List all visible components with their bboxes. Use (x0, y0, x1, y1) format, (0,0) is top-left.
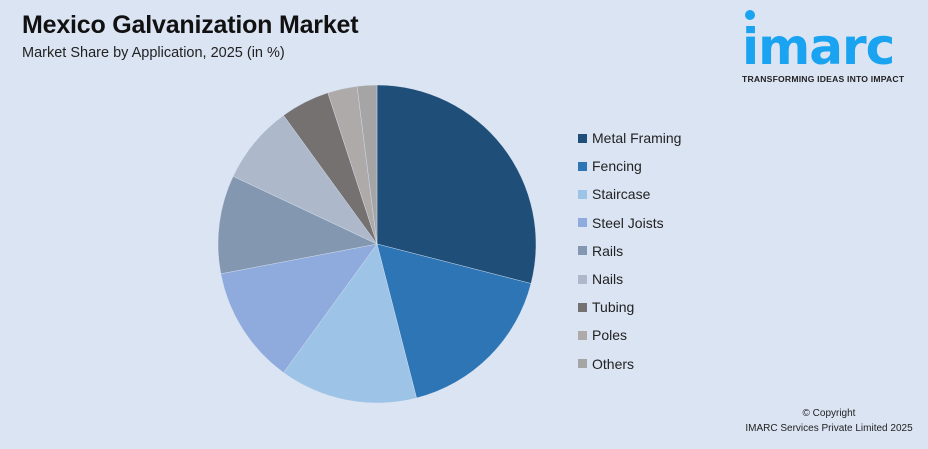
legend-label: Tubing (592, 299, 635, 316)
pie-slice-staircase (283, 243, 417, 403)
company-line: IMARC Services Private Limited 2025 (745, 423, 913, 434)
legend-item-tubing: Tubing (578, 293, 681, 321)
pie-slice-fencing (376, 243, 532, 399)
legend-label: Others (592, 355, 635, 372)
legend-label: Metal Framing (592, 130, 682, 147)
legend-swatch-icon (578, 302, 587, 312)
legend-item-fencing: Fencing (578, 152, 681, 180)
chart-legend: Metal Framing Fencing Staircase Steel Joist… (578, 124, 681, 378)
logo-tagline: TRANSFORMING IDEAS INTO IMPACT (742, 74, 905, 84)
legend-item-nails: Nails (578, 265, 681, 293)
legend-swatch-icon (578, 218, 587, 228)
pie-slice-rails (218, 176, 378, 275)
legend-item-staircase: Staircase (578, 180, 681, 208)
legend-item-poles: Poles (578, 321, 681, 349)
copyright-line: © Copyright (802, 408, 856, 419)
pie-slice-steel-joists (220, 243, 378, 373)
legend-item-rails: Rails (578, 237, 681, 265)
legend-label: Fencing (592, 158, 642, 175)
copyright-footer: © Copyright IMARC Services Private Limit… (730, 406, 928, 436)
legend-swatch-icon (578, 359, 587, 369)
pie-chart (218, 85, 536, 403)
legend-item-others: Others (578, 350, 681, 378)
page-subtitle: Market Share by Application, 2025 (in %) (22, 45, 285, 61)
legend-label: Staircase (592, 186, 651, 203)
logo-dot-icon (745, 10, 755, 20)
legend-label: Steel Joists (592, 214, 664, 231)
pie-slice-others (356, 85, 378, 245)
legend-swatch-icon (578, 133, 587, 143)
page-title: Mexico Galvanization Market (22, 11, 359, 39)
legend-swatch-icon (578, 274, 587, 284)
legend-swatch-icon (578, 246, 587, 256)
legend-swatch-icon (578, 330, 587, 340)
legend-swatch-icon (578, 161, 587, 171)
logo-wordmark: imarc (742, 18, 895, 76)
legend-label: Poles (592, 327, 628, 344)
legend-item-metal-framing: Metal Framing (578, 124, 681, 152)
legend-label: Nails (592, 271, 624, 288)
legend-item-steel-joists: Steel Joists (578, 209, 681, 237)
legend-swatch-icon (578, 189, 587, 199)
legend-label: Rails (592, 242, 624, 259)
pie-slice-metal-framing (376, 85, 536, 284)
imarc-logo: imarc TRANSFORMING IDEAS INTO IMPACT (742, 8, 922, 88)
